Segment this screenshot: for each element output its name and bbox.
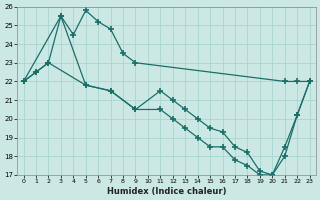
X-axis label: Humidex (Indice chaleur): Humidex (Indice chaleur) <box>107 187 226 196</box>
